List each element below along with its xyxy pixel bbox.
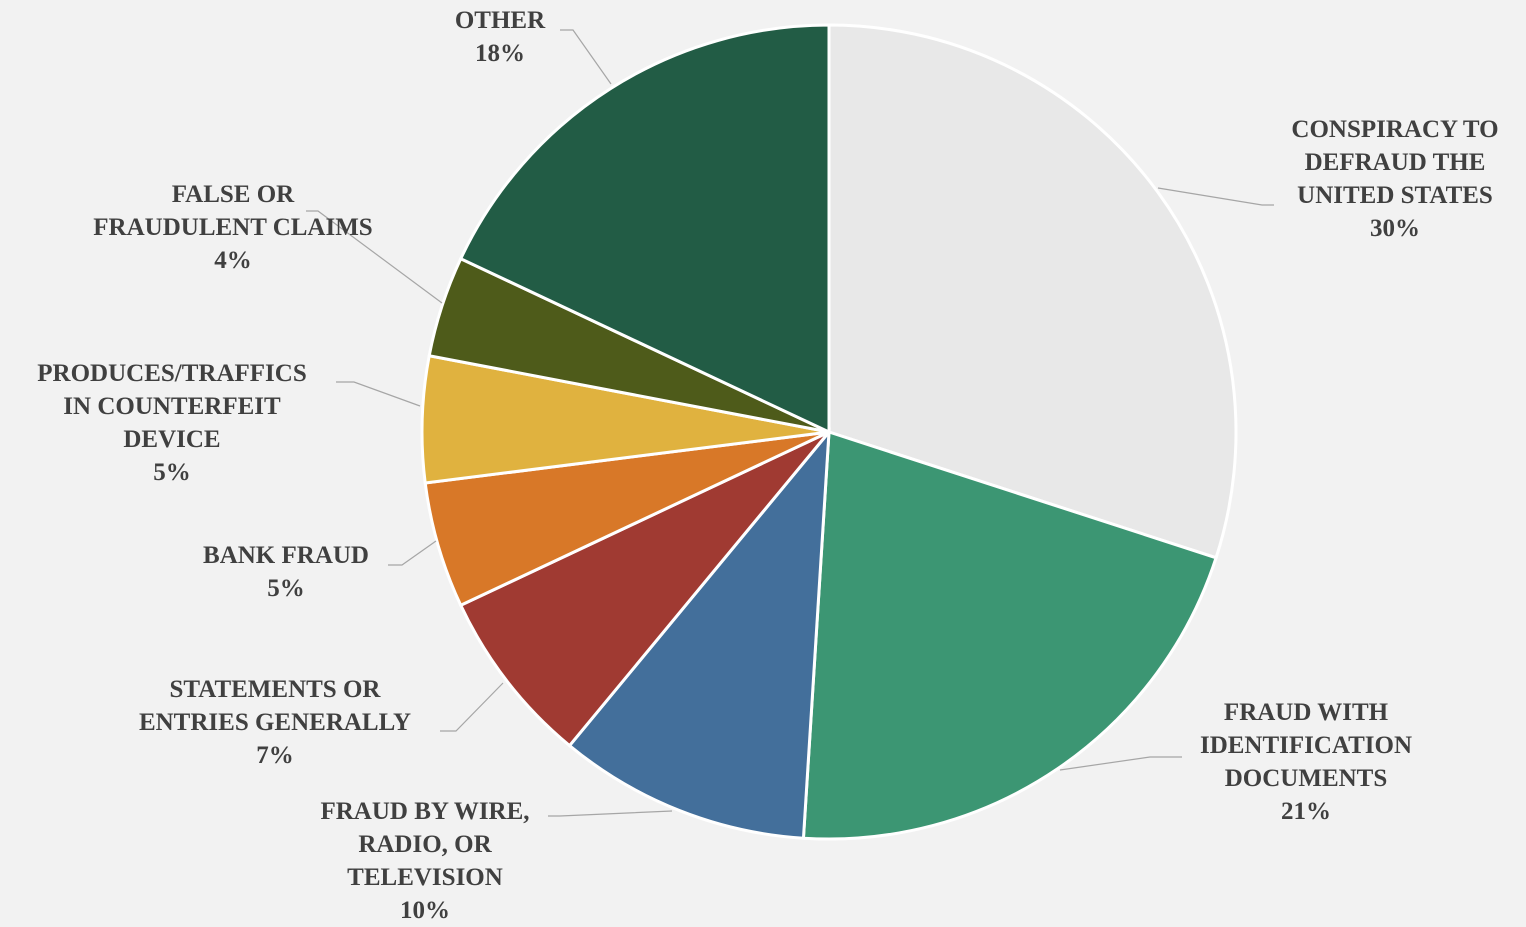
data-label-percent: 5% — [267, 575, 305, 602]
data-label-fraud-by-wire-radio-or-television: FRAUD BY WIRE, RADIO, OR TELEVISION 10% — [320, 795, 529, 927]
data-label-category-line: UNITED STATES — [1297, 182, 1493, 209]
pie-slice-conspiracy-to-defraud-the-united-states — [827, 23, 1238, 560]
data-label-fraud-with-identification-documents: FRAUD WITH IDENTIFICATION DOCUMENTS 21% — [1200, 696, 1412, 828]
leader-line-statements-or-entries-generally — [440, 682, 504, 732]
data-label-percent: 10% — [399, 897, 450, 924]
data-label-category-line: IDENTIFICATION — [1199, 732, 1413, 759]
data-label-category-line: OTHER — [454, 7, 546, 34]
data-label-percent: 7% — [256, 742, 294, 769]
leader-line-conspiracy-to-defraud-the-united-states — [1157, 187, 1274, 206]
data-label-false-or-fraudulent-claims: FALSE OR FRAUDULENT CLAIMS 4% — [93, 178, 372, 277]
pie-slice-statements-or-entries-generally — [458, 430, 831, 748]
data-label-percent: 18% — [474, 40, 525, 67]
data-label-category-line: DEFRAUD THE — [1304, 149, 1486, 176]
data-label-other: OTHER 18% — [455, 4, 545, 70]
data-label-category-line: PRODUCES/TRAFFICS — [37, 360, 307, 387]
pie-slices — [420, 23, 1238, 841]
leader-line-false-or-fraudulent-claims — [306, 210, 443, 304]
leader-line-fraud-with-identification-documents — [1059, 756, 1182, 771]
data-label-category-line: DEVICE — [123, 426, 221, 453]
data-label-percent: 21% — [1280, 798, 1331, 825]
pie-slice-fraud-with-identification-documents — [801, 429, 1218, 841]
data-label-percent: 5% — [153, 459, 191, 486]
data-label-percent: 30% — [1370, 215, 1420, 242]
data-label-category-line: BANK FRAUD — [203, 542, 369, 569]
data-label-category-line: CONSPIRACY TO — [1291, 116, 1499, 143]
data-label-category-line: FRAUD WITH — [1223, 699, 1389, 726]
data-label-category-line: IN COUNTERFEIT — [63, 393, 281, 420]
data-label-bank-fraud: BANK FRAUD 5% — [203, 539, 369, 605]
data-label-category-line: FRAUDULENT CLAIMS — [93, 214, 373, 241]
data-label-category-line: FRAUD BY WIRE, — [320, 798, 530, 825]
pie-slice-other — [458, 23, 831, 435]
data-label-conspiracy-to-defraud-the-united-states: CONSPIRACY TO DEFRAUD THE UNITED STATES 30% — [1291, 113, 1498, 245]
data-label-statements-or-entries-generally: STATEMENTS OR ENTRIES GENERALLY 7% — [139, 673, 411, 772]
data-label-category-line: STATEMENTS OR — [169, 676, 381, 703]
leader-line-bank-fraud — [388, 540, 437, 566]
data-label-category-line: FALSE OR — [171, 181, 295, 208]
data-label-percent: 4% — [214, 247, 252, 274]
leader-line-other — [560, 29, 612, 85]
data-label-produces-traffics-in-counterfeit-device: PRODUCES/TRAFFICS IN COUNTERFEIT DEVICE 5% — [37, 357, 306, 489]
data-label-category-line: TELEVISION — [347, 864, 503, 891]
data-label-category-line: ENTRIES GENERALLY — [138, 709, 412, 736]
leader-line-fraud-by-wire-radio-or-television — [548, 810, 673, 817]
data-label-category-line: RADIO, OR — [358, 831, 492, 858]
pie-slice-fraud-by-wire-radio-or-television — [567, 427, 831, 840]
leader-lines — [306, 29, 1274, 817]
data-label-category-line: DOCUMENTS — [1224, 765, 1388, 792]
leader-line-produces-traffics-in-counterfeit-device — [336, 381, 421, 407]
